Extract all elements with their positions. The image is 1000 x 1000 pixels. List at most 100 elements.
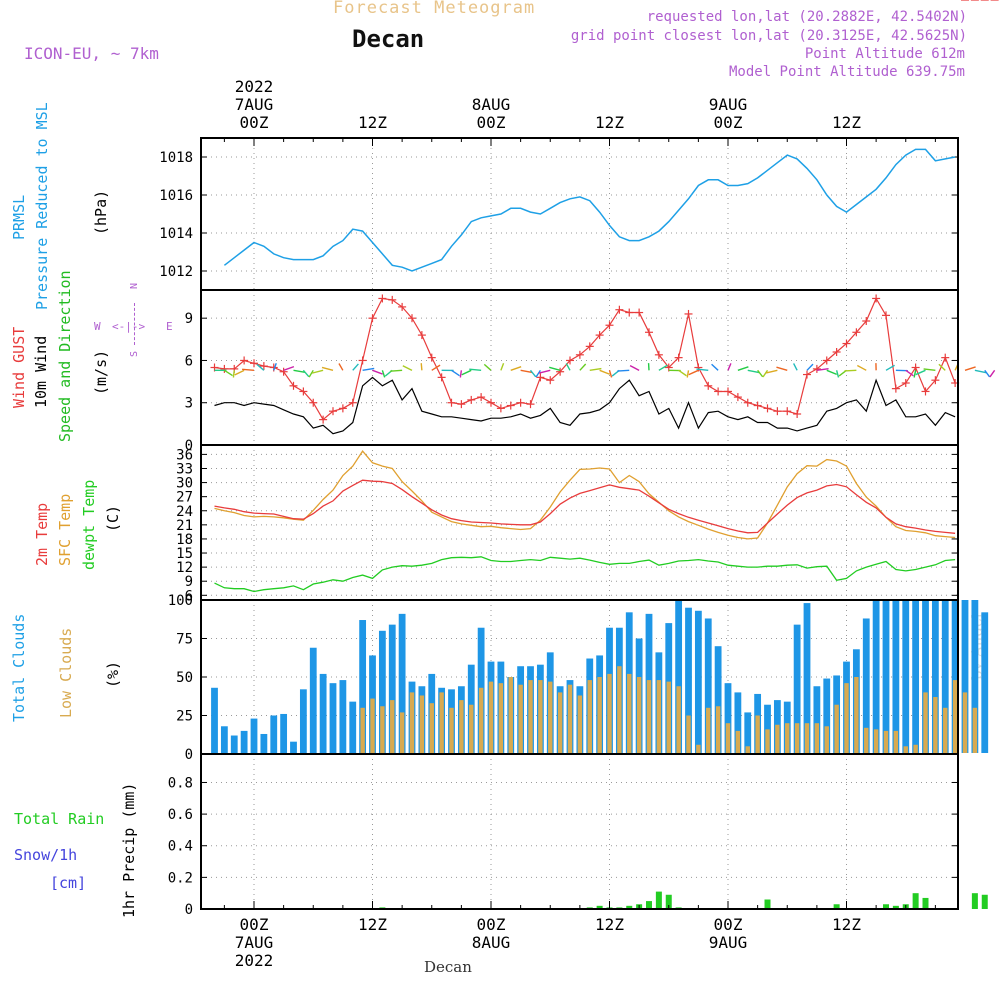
total-cloud-bar [694,610,702,753]
total-cloud-bar [714,646,722,753]
wind-direction-arrow [431,364,441,371]
y-tick-label: 18 [176,532,193,548]
wind-direction-arrow [535,369,541,378]
wind-direction-arrow [402,365,413,371]
wind-direction-arrow [459,370,463,378]
x-label-top: 12Z [832,113,861,132]
wind-direction-arrow [905,369,914,377]
total-cloud-bar [971,600,979,753]
low-cloud-bar [399,712,405,753]
y-tick-label: 36 [176,447,193,463]
wind-direction-arrow [242,368,255,372]
low-cloud-bar [557,692,563,753]
low-cloud-bar [854,677,859,753]
y-tick-label: 0 [185,747,193,763]
low-cloud-bar [844,683,849,753]
low-cloud-bar [725,723,731,753]
low-cloud-bar [459,700,464,753]
wind-direction-arrow [696,368,709,372]
low-cloud-bar [666,681,671,753]
low-cloud-bar [597,677,602,753]
total-cloud-bar [220,726,228,753]
low-cloud-bar [567,684,573,753]
total-cloud-bar [862,618,870,753]
low-cloud-bar [735,730,741,753]
low-cloud-bar [913,744,918,753]
pressure-line [223,148,956,272]
y-tick-label: 0.8 [168,775,193,791]
low-cloud-bar [617,666,622,753]
model-label: ICON-EU, ~ 7km [24,44,159,63]
total-cloud-bar [902,600,910,753]
panel-frame [200,137,959,291]
y-tick-label: 1014 [159,226,193,242]
low-cloud-bar [676,686,681,753]
wind-direction-arrow [923,368,936,372]
x-label-top: 12Z [358,113,387,132]
low-cloud-bar [548,681,553,753]
low-cloud-bar [498,683,504,753]
low-cloud-bar [627,673,632,753]
low-cloud-bar [686,715,691,753]
wind-direction-arrow [766,369,778,374]
compass-arrows: <-|-> [112,320,146,333]
requested-coords: requested lon,lat (20.2882E, 42.5402N) [646,9,967,25]
wind-direction-arrow [372,369,383,375]
low-cloud-bar [943,707,948,753]
total-cloud-bar [359,620,367,753]
footer-station: Decan [424,958,472,976]
low-cloud-bar [636,677,642,753]
low-cloud-bar [508,677,513,753]
total-cloud-bar [803,603,811,753]
low-cloud-bar [755,715,760,753]
low-cloud-bar [903,746,908,753]
wind-direction-arrow [974,369,987,374]
wind-direction-arrow [451,369,460,377]
total-cloud-bar [378,630,386,753]
wind-direction-arrow [727,363,732,371]
panel-frame [200,444,959,601]
wind-direction-arrow [747,369,760,374]
temp-sfc-line [214,450,956,540]
y-tick-label: 3 [185,396,193,412]
wind-direction-arrow [844,369,857,372]
total-cloud-bar [270,715,278,753]
x-label-top: 9AUG [709,95,748,114]
wind-10m-line [214,376,956,435]
total-cloud-bar [882,600,890,753]
total-cloud-bar [230,735,238,753]
wind-direction-arrow [762,369,769,378]
wind-direction-arrow [688,369,699,376]
total-cloud-bar [724,683,732,753]
wind-direction-arrow [293,369,306,373]
total-cloud-bar [941,600,949,753]
low-cloud-bar [962,692,968,753]
wind-direction-arrow [915,369,926,376]
low-cloud-bar [577,695,583,753]
wind-direction-arrow [420,363,423,371]
wind-direction-arrow [938,363,946,371]
model-altitude: Model Point Altitude 639.75m [728,64,965,80]
wind-direction-arrow [308,369,314,378]
total-rain-label: Total Rain [14,810,105,828]
y-tick-label: 12 [176,560,193,576]
total-cloud-bar [872,600,880,753]
rain-bar [892,905,899,909]
x-label-bottom: 12Z [595,915,624,934]
total-cloud-bar [290,741,297,753]
low-cloud-bar [715,706,721,753]
wind-direction-arrow [984,369,991,378]
total-cloud-bar [240,730,248,753]
y-tick-label: 30 [176,476,193,492]
wind-direction-arrow [311,369,324,374]
low-cloud-bar [587,680,592,753]
wind-direction-arrow [579,363,587,371]
total-cloud-bar [823,678,831,753]
rain-bar [646,901,652,909]
rain-bar [626,905,633,909]
wind-direction-arrow [989,369,996,378]
x-label-top: 2022 [235,77,274,96]
y-tick-label: 75 [176,632,193,648]
total-cloud-bar [319,673,327,753]
